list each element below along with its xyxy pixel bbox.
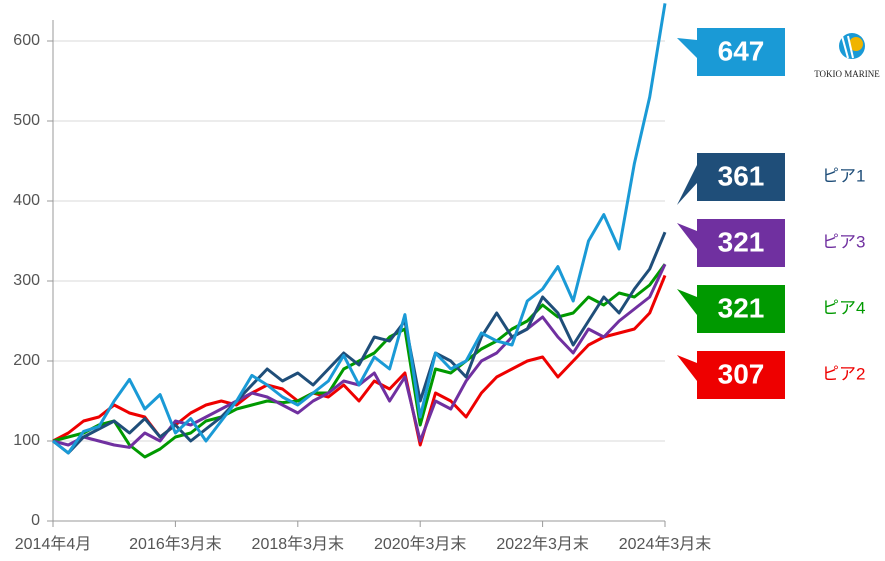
legend-label: TOKIO MARINE bbox=[814, 69, 880, 79]
legend-label: ピア4 bbox=[822, 298, 865, 317]
series-line bbox=[52, 3, 667, 455]
y-tick-label: 0 bbox=[31, 512, 40, 529]
x-tick-label: 2022年3月末 bbox=[496, 535, 589, 553]
callout-box bbox=[697, 28, 785, 76]
value-label: 321 bbox=[718, 292, 765, 323]
value-label: 307 bbox=[718, 358, 765, 389]
logo-mark bbox=[841, 35, 854, 59]
callout-box bbox=[697, 285, 785, 333]
series-line bbox=[52, 263, 667, 459]
y-tick-label: 400 bbox=[13, 192, 40, 209]
legend-label: ピア2 bbox=[822, 364, 865, 383]
callout-pointer bbox=[677, 38, 697, 58]
callout-box bbox=[697, 219, 785, 267]
y-tick-label: 500 bbox=[13, 112, 40, 129]
value-callout: 321 bbox=[677, 219, 785, 267]
legend-label: ピア3 bbox=[822, 232, 865, 251]
callout-box bbox=[697, 153, 785, 201]
value-callout: 647 bbox=[677, 28, 785, 76]
legend-label: ピア1 bbox=[822, 166, 865, 185]
value-label: 647 bbox=[718, 35, 765, 66]
callout-pointer bbox=[677, 165, 697, 205]
y-tick-label: 100 bbox=[13, 432, 40, 449]
y-tick-label: 600 bbox=[13, 32, 40, 49]
x-tick-label: 2014年4月 bbox=[15, 535, 92, 553]
value-callout: 321 bbox=[677, 285, 785, 333]
callout-pointer bbox=[677, 223, 697, 249]
value-callout: 307 bbox=[677, 351, 785, 399]
callout-pointer bbox=[677, 289, 697, 315]
x-tick-label: 2020年3月末 bbox=[374, 535, 467, 553]
x-tick-label: 2018年3月末 bbox=[252, 535, 345, 553]
value-label: 361 bbox=[718, 160, 765, 191]
series-line bbox=[52, 231, 667, 455]
callout-box bbox=[697, 351, 785, 399]
x-tick-label: 2024年3月末 bbox=[619, 535, 712, 553]
value-callout: 361 bbox=[677, 153, 785, 205]
logo-mark bbox=[849, 37, 863, 51]
x-tick-label: 2016年3月末 bbox=[129, 535, 222, 553]
y-tick-label: 200 bbox=[13, 352, 40, 369]
tokio-marine-logo bbox=[839, 33, 865, 59]
y-tick-label: 300 bbox=[13, 272, 40, 289]
callout-pointer bbox=[677, 355, 697, 381]
value-label: 321 bbox=[718, 226, 765, 257]
